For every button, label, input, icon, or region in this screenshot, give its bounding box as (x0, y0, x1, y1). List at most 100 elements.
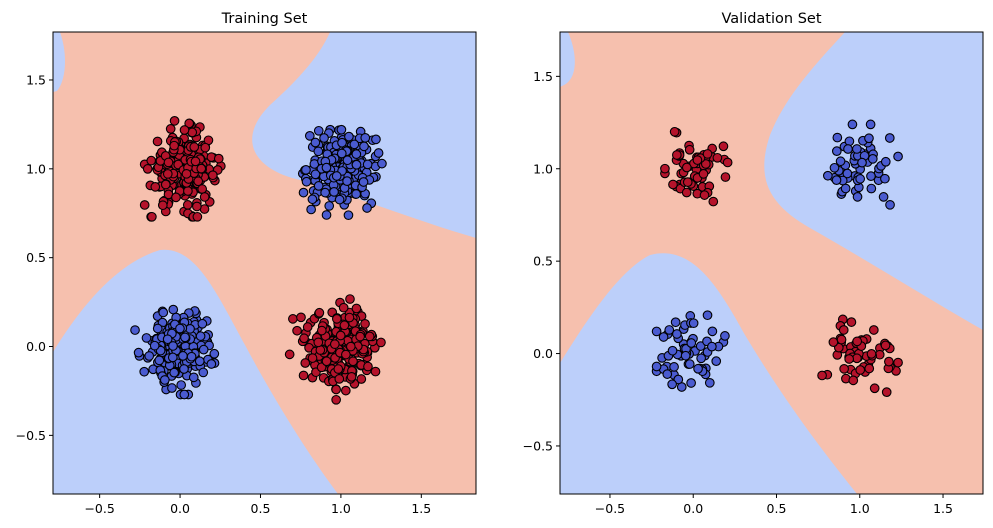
class-0-point (320, 187, 330, 198)
class-1-point (346, 371, 357, 382)
validation-axes-frame (559, 31, 984, 495)
class-0-region-bottom-left (53, 249, 338, 494)
class-0-point (840, 183, 851, 194)
class-1-point (700, 159, 711, 169)
class-1-point (150, 182, 161, 192)
class-0-point (832, 132, 843, 143)
class-0-point (144, 351, 155, 361)
class-1-point (313, 337, 324, 348)
class-0-point (844, 136, 855, 147)
class-0-point (720, 331, 730, 341)
validation-title: Validation Set (721, 11, 821, 27)
class-0-point (319, 133, 329, 143)
class-0-point (179, 389, 190, 400)
class-1-point (331, 384, 341, 395)
class-0-point (321, 210, 332, 220)
training-axes-frame (52, 31, 477, 495)
class-0-region-top-left-corner (560, 32, 575, 87)
class-1-point (684, 144, 695, 155)
class-1-point (868, 325, 879, 335)
class-1-point (344, 312, 355, 323)
class-1-point (838, 325, 849, 335)
class-0-point (711, 356, 722, 367)
class-0-point (167, 383, 177, 393)
class-0-point (696, 353, 707, 364)
validation-ticks: −0.5 0.0 0.5 1.0 1.5 −0.5 0.0 0.5 1.0 1.5 (523, 69, 953, 516)
y-tick-label: 1.0 (533, 161, 553, 176)
class-1-point (300, 358, 311, 368)
class-0-point (198, 367, 209, 378)
training-points (130, 115, 387, 405)
class-1-point (200, 142, 211, 153)
class-1-point (376, 337, 386, 348)
training-title: Training Set (221, 11, 308, 27)
class-1-point (699, 190, 710, 200)
class-0-point (377, 158, 387, 169)
x-tick-label: 0.0 (170, 501, 190, 516)
class-0-point (829, 162, 840, 173)
class-1-point (692, 155, 703, 165)
class-1-point (893, 357, 903, 368)
class-1-point (345, 341, 356, 352)
class-0-point (306, 204, 316, 215)
class-1-point (360, 318, 370, 329)
class-0-point (206, 359, 217, 369)
class-0-point (362, 203, 372, 213)
class-0-point (298, 187, 309, 198)
class-1-point (171, 192, 181, 203)
class-0-point (194, 356, 205, 367)
class-1-point (329, 339, 340, 350)
class-1-point (880, 340, 891, 351)
class-0-point (169, 367, 180, 378)
class-0-point (349, 139, 360, 150)
class-0-point (686, 338, 697, 348)
class-1-point (157, 200, 168, 211)
class-0-point (651, 326, 662, 337)
class-0-point (360, 132, 371, 143)
class-1-point (146, 155, 157, 166)
class-0-point (329, 187, 339, 197)
y-tick-label: 1.5 (533, 69, 553, 84)
class-0-point (852, 144, 862, 154)
class-1-point (169, 140, 180, 151)
class-1-point (338, 302, 349, 313)
x-tick-label: 1.0 (331, 501, 351, 516)
class-1-point (184, 118, 195, 129)
class-0-point (344, 131, 354, 142)
class-1-point (718, 141, 729, 152)
class-1-point (364, 331, 375, 342)
class-0-point (130, 325, 140, 335)
class-0-point (337, 137, 347, 148)
class-1-point (307, 353, 318, 363)
class-0-point (310, 169, 321, 180)
class-0-point (866, 183, 877, 194)
class-0-point (313, 181, 324, 191)
class-1-point (839, 364, 849, 374)
class-0-point (209, 348, 220, 359)
class-0-point (149, 340, 160, 351)
training-ticks: −0.5 0.0 0.5 1.0 1.5 −0.5 0.0 0.5 1.0 1.5 (16, 72, 432, 516)
class-0-point (667, 345, 678, 356)
class-1-point (196, 163, 207, 174)
class-0-point (186, 351, 197, 362)
class-1-point (844, 354, 855, 364)
class-0-point (362, 159, 373, 170)
y-tick-label: −0.5 (523, 438, 553, 453)
class-0-point (301, 164, 311, 175)
class-1-point (884, 356, 894, 367)
class-0-point (154, 355, 165, 366)
class-0-point (893, 151, 903, 162)
class-1-point (852, 336, 863, 347)
class-0-point (162, 334, 173, 345)
class-0-point (307, 194, 318, 205)
class-1-point (197, 184, 208, 194)
class-1-point (671, 150, 682, 160)
class-1-point (179, 125, 190, 135)
class-1-point (331, 394, 341, 405)
class-1-point (192, 211, 203, 222)
class-1-point (348, 356, 358, 367)
class-1-point (681, 162, 692, 173)
class-1-point (296, 312, 306, 323)
class-0-point (672, 329, 682, 339)
